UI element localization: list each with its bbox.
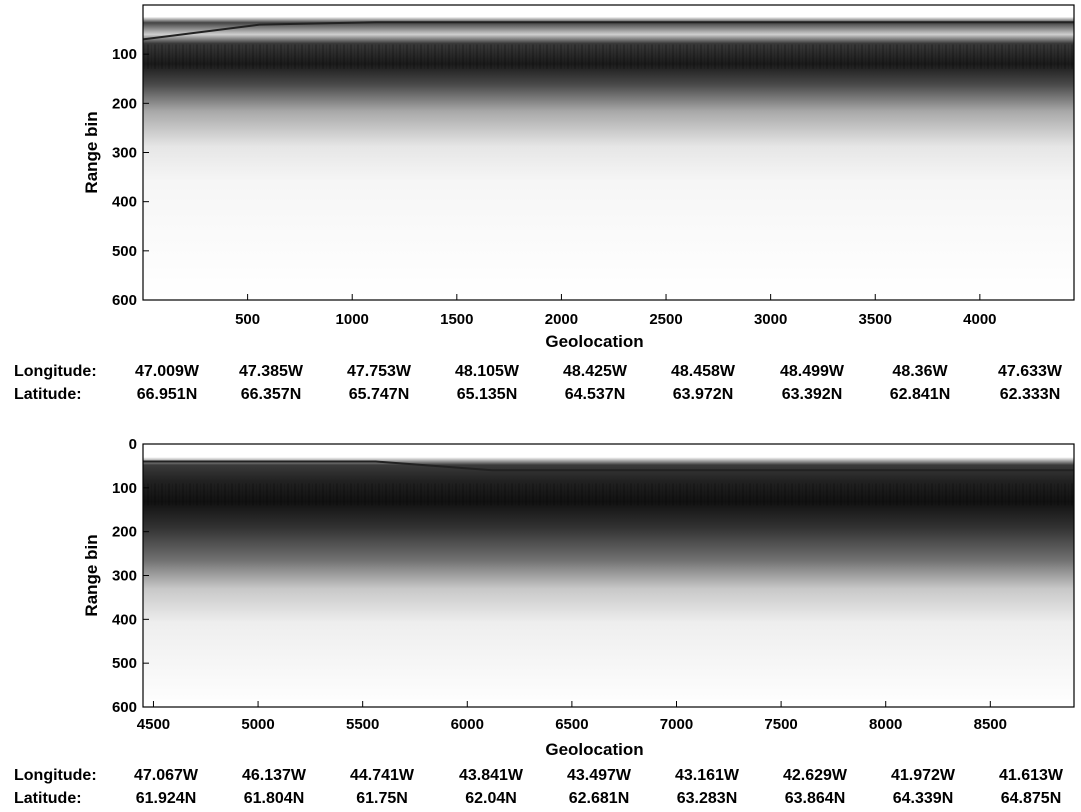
longitude-value: 47.633W [998, 363, 1063, 380]
latitude-value: 61.804N [244, 790, 305, 807]
latitude-value: 62.841N [890, 386, 951, 403]
y-tick-label: 200 [112, 95, 137, 112]
x-tick-label: 6000 [451, 716, 484, 733]
latitude-value: 66.951N [137, 386, 198, 403]
longitude-value: 48.499W [780, 363, 845, 380]
y-tick-label: 600 [112, 292, 137, 309]
x-tick-label: 5000 [241, 716, 274, 733]
longitude-value: 43.841W [459, 767, 524, 784]
x-tick-label: 8000 [869, 716, 902, 733]
x-axis-label: Geolocation [545, 740, 643, 759]
longitude-value: 46.137W [242, 767, 307, 784]
y-tick-label: 300 [112, 145, 137, 162]
latitude-value: 65.135N [457, 386, 518, 403]
y-tick-label: 200 [112, 524, 137, 541]
y-tick-label: 500 [112, 655, 137, 672]
latitude-value: 66.357N [241, 386, 302, 403]
x-tick-label: 1000 [336, 311, 369, 328]
latitude-value: 65.747N [349, 386, 410, 403]
y-tick-label: 100 [112, 480, 137, 497]
longitude-row-label: Longitude: [14, 767, 97, 784]
latitude-value: 63.864N [785, 790, 846, 807]
upper-radargram-panel: 100 200 300 400 500 600 500 1000 1500 2000 2500 300… [14, 4, 1075, 403]
x-tick-label: 500 [235, 311, 260, 328]
echo-streaks [143, 483, 1074, 506]
longitude-value: 44.741W [350, 767, 415, 784]
latitude-value: 61.75N [356, 790, 408, 807]
echo-streaks [143, 44, 1074, 69]
y-tick-label: 400 [112, 194, 137, 211]
longitude-row-label: Longitude: [14, 363, 97, 380]
latitude-value: 63.283N [677, 790, 738, 807]
x-tick-label: 2000 [545, 311, 578, 328]
latitude-row-label: Latitude: [14, 386, 82, 403]
x-tick-label: 4000 [963, 311, 996, 328]
y-tick-label: 400 [112, 611, 137, 628]
longitude-value: 43.497W [567, 767, 632, 784]
longitude-value: 47.753W [347, 363, 412, 380]
longitude-value: 48.105W [455, 363, 520, 380]
latitude-value: 63.972N [673, 386, 734, 403]
latitude-value: 62.681N [569, 790, 630, 807]
x-tick-label: 4500 [137, 716, 170, 733]
x-tick-label: 5500 [346, 716, 379, 733]
longitude-value: 47.385W [239, 363, 304, 380]
x-tick-label: 7500 [764, 716, 797, 733]
x-tick-label: 3500 [859, 311, 892, 328]
latitude-value: 61.924N [136, 790, 197, 807]
longitude-value: 47.067W [134, 767, 199, 784]
y-tick-label: 300 [112, 568, 137, 585]
surface-return-line [143, 460, 1074, 472]
y-tick-label: 0 [129, 436, 137, 453]
longitude-value: 41.972W [891, 767, 956, 784]
x-tick-label: 7000 [660, 716, 693, 733]
x-tick-label: 6500 [555, 716, 588, 733]
latitude-value: 63.392N [782, 386, 843, 403]
x-tick-label: 3000 [754, 311, 787, 328]
longitude-value: 48.425W [563, 363, 628, 380]
surface-return-line [142, 21, 1074, 41]
longitude-value: 48.36W [892, 363, 948, 380]
latitude-value: 64.875N [1001, 790, 1062, 807]
y-tick-label: 600 [112, 699, 137, 716]
x-tick-label: 8500 [974, 716, 1007, 733]
longitude-value: 42.629W [783, 767, 848, 784]
y-axis-label: Range bin [82, 111, 101, 193]
longitude-value: 47.009W [135, 363, 200, 380]
y-axis-label: Range bin [82, 534, 101, 616]
longitude-value: 41.613W [999, 767, 1064, 784]
latitude-row-label: Latitude: [14, 790, 82, 807]
longitude-value: 48.458W [671, 363, 736, 380]
y-tick-label: 500 [112, 243, 137, 260]
latitude-value: 64.537N [565, 386, 626, 403]
latitude-value: 64.339N [893, 790, 954, 807]
latitude-value: 62.333N [1000, 386, 1061, 403]
y-tick-label: 100 [112, 46, 137, 63]
x-tick-label: 1500 [440, 311, 473, 328]
longitude-value: 43.161W [675, 767, 740, 784]
x-axis-label: Geolocation [545, 332, 643, 351]
latitude-value: 62.04N [465, 790, 517, 807]
x-tick-label: 2500 [649, 311, 682, 328]
